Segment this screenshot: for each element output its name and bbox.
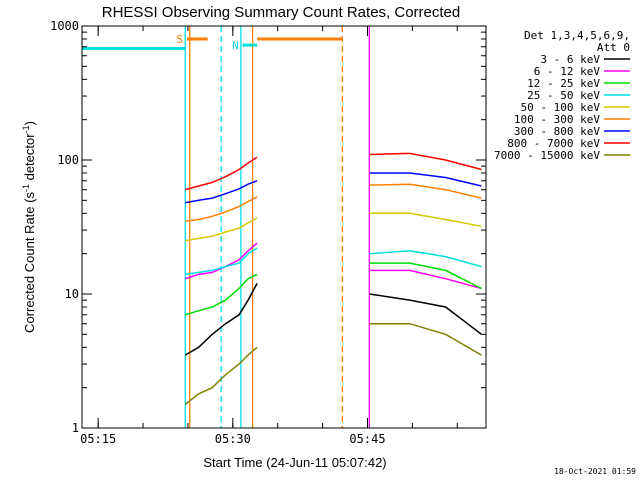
timestamp: 18-Oct-2021 01:59 [554,467,636,476]
series-line [369,212,482,228]
y-tick-label: 100 [57,153,79,167]
chart-title: RHESSI Observing Summary Count Rates, Co… [102,4,460,21]
series-line [369,250,482,268]
series-line [185,156,258,191]
series-line [184,273,258,316]
series-line [185,217,258,242]
y-axis-label-mid: detector [22,133,37,184]
series-line [184,346,258,405]
series-lines [184,152,482,405]
y-tick-label: 10 [65,287,79,301]
series-line [369,172,482,187]
flag-label: N [232,39,239,52]
legend-label: 800 - 7000 keV [507,137,600,150]
series-line [185,180,258,204]
series-line [184,283,258,356]
y-axis: 1 10 100 1000 [50,19,486,435]
x-axis-label: Start Time (24-Jun-11 05:07:42) [203,455,386,470]
x-tick-label: 05:30 [215,432,251,446]
x-tick-label: 05:15 [80,432,116,446]
legend-header-1: Det 1,3,4,5,6,9, [524,29,630,42]
legend-label: 25 - 50 keV [527,89,600,102]
legend-label: 12 - 25 keV [527,77,600,90]
legend-label: 6 - 12 keV [534,65,601,78]
interval-markers [184,26,370,428]
legend-header-2: Att 0 [597,41,630,54]
plot-frame [81,25,487,429]
y-tick-label: 1 [72,421,79,435]
series-line [369,322,482,356]
y-tick-label: 1000 [50,19,79,33]
legend-label: 100 - 300 keV [514,113,600,126]
series-line [369,183,482,199]
x-tick-label: 05:45 [349,432,385,446]
y-axis-label-suffix: ) [22,121,37,125]
y-axis-label-sup2: -1 [21,125,31,133]
series-line [369,293,482,335]
series-line [369,269,482,290]
series-line [185,247,258,276]
legend-label: 3 - 6 keV [540,53,600,66]
y-axis-label-prefix: Corrected Count Rate (s [22,192,37,333]
series-line [185,196,258,222]
series-line [369,152,482,171]
flag-label: S [176,33,183,46]
x-axis: 05:15 05:30 05:45 [80,26,458,446]
legend-label: 7000 - 15000 keV [494,149,600,162]
y-axis-label: Corrected Count Rate (s-1 detector-1) [21,121,37,333]
series-line [369,262,482,290]
legend-label: 50 - 100 keV [521,101,601,114]
y-axis-label-sup1: -1 [21,184,31,192]
legend-label: 300 - 800 keV [514,125,600,138]
